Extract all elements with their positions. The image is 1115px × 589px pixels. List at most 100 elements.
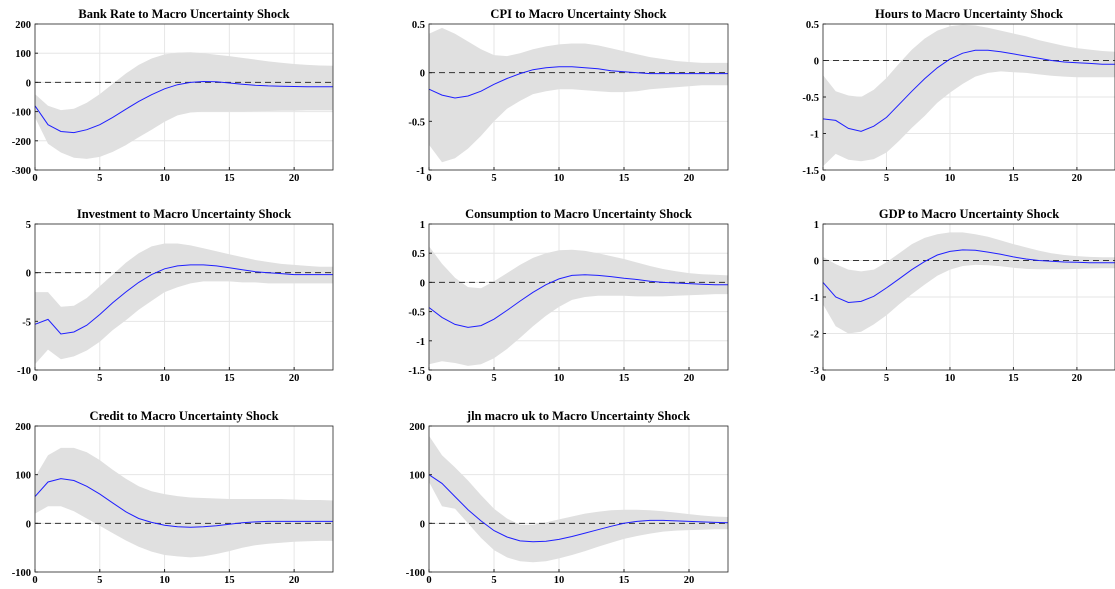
- y-tick-label: 200: [409, 422, 425, 433]
- confidence-band: [429, 435, 728, 563]
- y-tick-label: 100: [15, 471, 31, 482]
- y-tick-label: -1: [810, 130, 819, 141]
- irf-panel-2: 0 5 10 15 20 -1 -0.5 0 0.5 CPI to Macro Uncertain…: [408, 7, 729, 184]
- y-tick-label: -0.5: [408, 117, 425, 128]
- y-tick-label: -200: [12, 137, 31, 148]
- y-tick-label: 100: [409, 471, 425, 482]
- irf-line: [34, 478, 333, 528]
- y-tick-label: -1: [810, 293, 819, 304]
- x-tick-label: 10: [945, 173, 956, 184]
- x-tick-label: 0: [820, 173, 825, 184]
- y-tick-label: 0: [420, 278, 425, 289]
- x-tick-label: 0: [32, 575, 37, 586]
- x-tick-label: 5: [884, 173, 889, 184]
- y-tick-label: -3: [810, 366, 819, 377]
- y-tick-label: 0.5: [806, 20, 819, 31]
- y-tick-label: -1: [416, 337, 425, 348]
- y-tick-label: 5: [26, 220, 31, 231]
- y-tick-label: 0: [26, 519, 31, 530]
- x-tick-label: 5: [884, 373, 889, 384]
- axes-frame: [34, 425, 334, 573]
- x-tick-label: 10: [159, 173, 170, 184]
- confidence-band: [429, 246, 728, 366]
- irf-line: [34, 264, 333, 335]
- y-tick-label: 200: [15, 422, 31, 433]
- axes-frame: [34, 23, 334, 171]
- y-tick-label: -10: [17, 366, 31, 377]
- x-tick-label: 20: [684, 373, 695, 384]
- y-tick-label: 0: [26, 269, 31, 280]
- irf-panel-5: 0 5 10 15 20 -1.5 -1 -0.5 0 0.5 1 Consumption to Ma…: [408, 207, 729, 384]
- x-tick-label: 20: [289, 373, 300, 384]
- x-tick-label: 10: [554, 173, 565, 184]
- axes-frame: [428, 223, 729, 371]
- irf-line: [428, 274, 728, 328]
- x-tick-label: 0: [426, 575, 431, 586]
- axes-frame: [34, 223, 334, 371]
- x-tick-label: 0: [32, 173, 37, 184]
- x-tick-label: 20: [684, 173, 695, 184]
- x-tick-label: 20: [684, 575, 695, 586]
- x-tick-label: 5: [491, 575, 496, 586]
- panel-title: Credit to Macro Uncertainty Shock: [89, 409, 278, 423]
- irf-panel-4: 0 5 10 15 20 -10 -5 0 5 Investment to Macro Uncer…: [17, 207, 334, 384]
- y-tick-label: 0: [420, 69, 425, 80]
- y-tick-label: -100: [406, 568, 425, 579]
- y-tick-label: -1: [416, 166, 425, 177]
- x-tick-label: 10: [945, 373, 956, 384]
- x-tick-label: 0: [32, 373, 37, 384]
- y-tick-label: -0.5: [802, 93, 819, 104]
- y-tick-label: 1: [814, 220, 819, 231]
- y-tick-label: -2: [810, 330, 819, 341]
- irf-line: [34, 80, 333, 134]
- x-tick-label: 5: [97, 173, 102, 184]
- y-tick-label: 100: [15, 49, 31, 60]
- x-tick-label: 0: [820, 373, 825, 384]
- x-tick-label: 5: [97, 575, 102, 586]
- x-tick-label: 0: [426, 373, 431, 384]
- y-tick-label: -100: [12, 108, 31, 119]
- x-tick-label: 15: [224, 373, 235, 384]
- confidence-band: [35, 52, 333, 159]
- irf-line: [428, 474, 729, 543]
- panel-title: jln macro uk to Macro Uncertainty Shock: [466, 409, 690, 423]
- y-tick-label: 0: [814, 257, 819, 268]
- panel-title: Consumption to Macro Uncertainty Shock: [465, 207, 692, 221]
- y-tick-label: 0: [420, 519, 425, 530]
- x-tick-label: 15: [1008, 373, 1019, 384]
- irf-line: [428, 66, 728, 99]
- confidence-band: [35, 243, 333, 365]
- y-tick-label: -5: [22, 317, 31, 328]
- x-tick-label: 20: [1072, 373, 1083, 384]
- x-tick-label: 0: [426, 173, 431, 184]
- y-tick-label: -300: [12, 166, 31, 177]
- y-tick-label: 0.5: [412, 249, 425, 260]
- y-tick-label: -1.5: [408, 366, 425, 377]
- y-tick-label: -1.5: [802, 166, 819, 177]
- y-tick-label: -0.5: [408, 308, 425, 319]
- x-tick-label: 15: [224, 173, 235, 184]
- axes-frame: [428, 23, 729, 171]
- irf-panel-3: 0 5 10 15 20 -1.5 -1 -0.5 0 0.5 Hours to Macro Unc…: [802, 7, 1115, 184]
- x-tick-label: 5: [97, 373, 102, 384]
- x-tick-label: 15: [1008, 173, 1019, 184]
- irf-panel-6: 0 5 10 15 20 -3 -2 -1 0 1 GDP to Macro Uncertainty…: [810, 207, 1115, 384]
- x-tick-label: 10: [554, 373, 565, 384]
- x-tick-label: 15: [619, 173, 630, 184]
- x-tick-label: 20: [289, 173, 300, 184]
- y-tick-label: 1: [420, 220, 425, 231]
- confidence-band: [823, 24, 1115, 167]
- x-tick-label: 20: [289, 575, 300, 586]
- y-tick-label: 0: [814, 57, 819, 68]
- panel-title: Hours to Macro Uncertainty Shock: [875, 7, 1063, 21]
- axes-frame: [428, 425, 729, 573]
- x-tick-label: 10: [554, 575, 565, 586]
- confidence-band: [823, 232, 1115, 334]
- y-tick-label: 200: [15, 20, 31, 31]
- x-tick-label: 10: [159, 373, 170, 384]
- irf-panel-1: 0 5 10 15 20 -300 -200 -100 0 100 200 Bank Rate to …: [12, 7, 334, 184]
- x-tick-label: 15: [224, 575, 235, 586]
